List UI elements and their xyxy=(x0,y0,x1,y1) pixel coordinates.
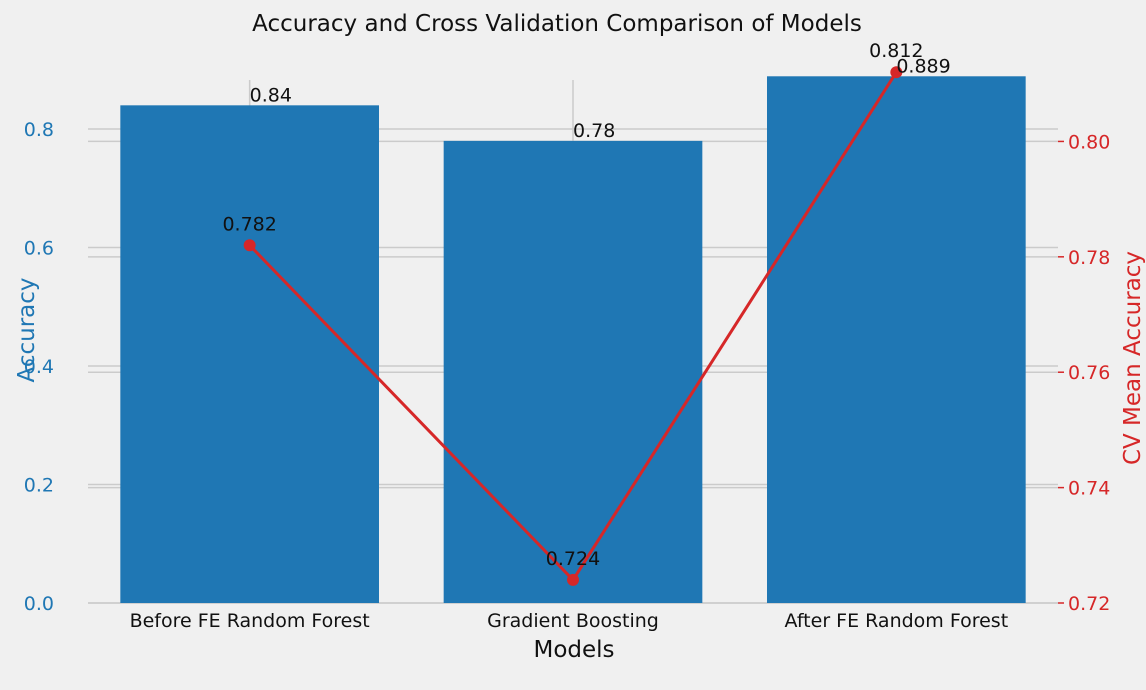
x-tick-label: After FE Random Forest xyxy=(785,610,1009,632)
y-tick-label-right: 0.72 xyxy=(1068,593,1110,615)
cv-point xyxy=(890,66,903,79)
y-tick-label-left: 0.6 xyxy=(24,238,54,260)
cv-point xyxy=(243,239,256,252)
bar xyxy=(767,76,1026,604)
bar-value-label: 0.78 xyxy=(573,120,615,142)
chart-title: Accuracy and Cross Validation Comparison… xyxy=(252,11,862,37)
y-tick-label-right: 0.76 xyxy=(1068,362,1110,384)
bar-value-label: 0.889 xyxy=(896,55,950,77)
cv-value-label: 0.782 xyxy=(222,213,276,235)
label-layer: 0.0 0.2 0.4 0.6 0.8 0.72 0.74 0.76 0.78 0.80 0.84 0… xyxy=(24,40,1111,632)
cv-value-label: 0.724 xyxy=(546,548,600,570)
y-tick-label-left: 0.2 xyxy=(24,475,54,497)
bar-layer xyxy=(120,76,1026,604)
bar-value-label: 0.84 xyxy=(250,84,292,106)
y-axis-label-right: CV Mean Accuracy xyxy=(1120,251,1146,465)
x-axis-label: Models xyxy=(533,637,614,663)
y-tick-label-right: 0.74 xyxy=(1068,478,1110,500)
x-tick-label: Before FE Random Forest xyxy=(130,610,370,632)
line-layer xyxy=(243,66,903,586)
y-tick-label-left: 0.0 xyxy=(24,593,54,615)
y-axis-label-left: Accuracy xyxy=(14,277,40,382)
cv-point xyxy=(567,573,579,586)
bar xyxy=(120,105,379,604)
y-tick-label-right: 0.80 xyxy=(1068,131,1110,153)
bar xyxy=(443,140,703,603)
y-tick-label-left: 0.8 xyxy=(24,119,54,141)
y-tick-label-right: 0.78 xyxy=(1068,247,1110,269)
cv-value-label: 0.812 xyxy=(869,40,923,62)
x-tick-label: Gradient Boosting xyxy=(487,610,659,632)
y-tick-label-left: 0.4 xyxy=(24,356,54,378)
